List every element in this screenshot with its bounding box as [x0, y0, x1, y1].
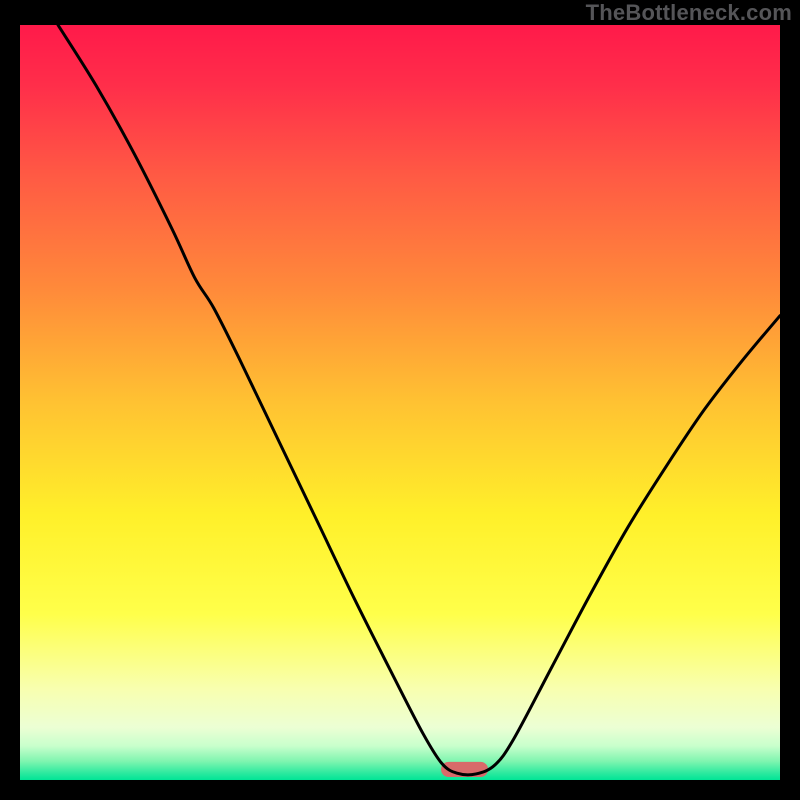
chart-background: [20, 25, 780, 780]
chart-frame: TheBottleneck.com: [0, 0, 800, 800]
plot-area: [20, 25, 780, 780]
watermark-text: TheBottleneck.com: [586, 0, 792, 26]
chart-svg: [20, 25, 780, 780]
